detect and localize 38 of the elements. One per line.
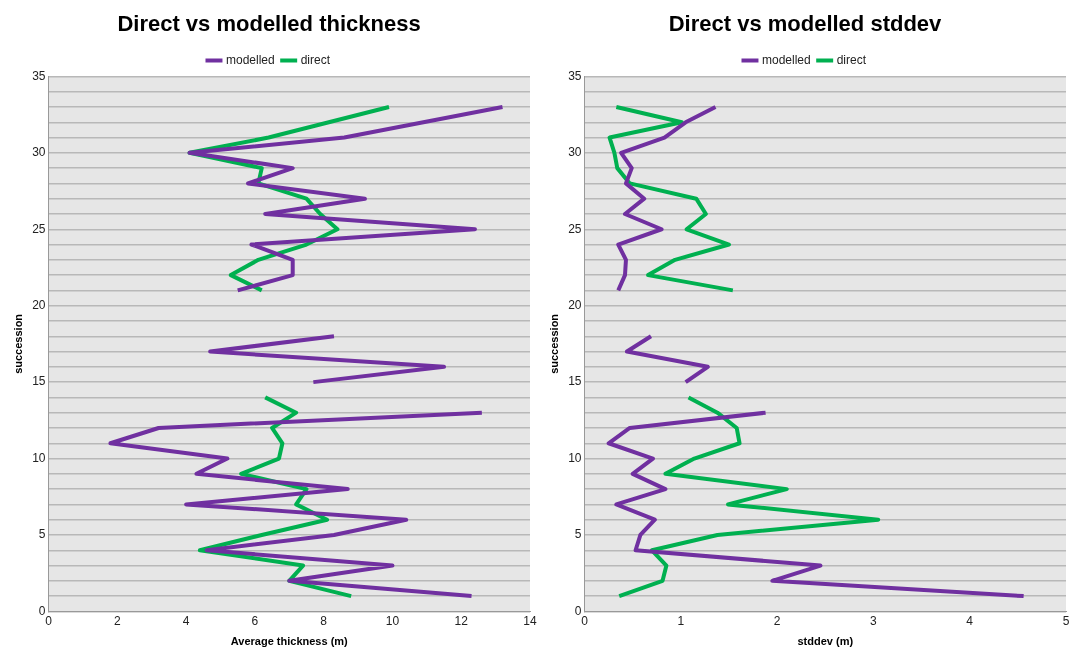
y-tick-label: 10 — [32, 450, 46, 465]
y-axis-title: succession — [11, 313, 24, 374]
y-tick-label: 5 — [574, 527, 582, 542]
x-tick-label: 10 — [385, 613, 400, 628]
x-tick-label: 6 — [251, 613, 259, 628]
y-tick-label: 30 — [568, 145, 582, 160]
legend-label: modelled — [225, 52, 275, 67]
x-tick-label: 2 — [773, 613, 781, 628]
x-tick-label: 2 — [113, 613, 121, 628]
x-tick-label: 4 — [966, 613, 974, 628]
y-tick-label: 15 — [568, 374, 582, 389]
y-tick-label: 30 — [32, 145, 46, 160]
x-tick-label: 12 — [454, 613, 469, 628]
y-tick-label: 35 — [32, 68, 46, 83]
y-tick-label: 10 — [568, 450, 582, 465]
y-tick-label: 25 — [32, 221, 46, 236]
y-tick-label: 15 — [32, 374, 46, 389]
chart-title: Direct vs modelled thickness — [117, 11, 421, 37]
y-tick-label: 0 — [38, 603, 46, 618]
y-tick-label: 0 — [574, 603, 582, 618]
y-tick-label: 20 — [568, 298, 582, 312]
x-tick-label: 1 — [677, 613, 685, 628]
x-tick-label: 4 — [182, 613, 190, 628]
x-axis-title: stddev (m) — [797, 635, 854, 648]
y-tick-label: 35 — [568, 68, 582, 83]
legend-label: modelled — [761, 52, 811, 67]
chart-title: Direct vs modelled stddev — [668, 11, 943, 37]
y-tick-label: 20 — [32, 298, 46, 312]
x-tick-label: 5 — [1062, 613, 1070, 628]
x-tick-label: 3 — [870, 613, 878, 628]
y-axis-title: succession — [547, 313, 560, 374]
legend-label: direct — [300, 52, 331, 67]
x-tick-label: 14 — [523, 613, 537, 628]
y-tick-label: 25 — [568, 221, 582, 236]
y-tick-label: 5 — [38, 527, 46, 542]
legend-label: direct — [836, 52, 867, 67]
x-tick-label: 8 — [320, 613, 328, 628]
x-axis-title: Average thickness (m) — [230, 635, 349, 648]
